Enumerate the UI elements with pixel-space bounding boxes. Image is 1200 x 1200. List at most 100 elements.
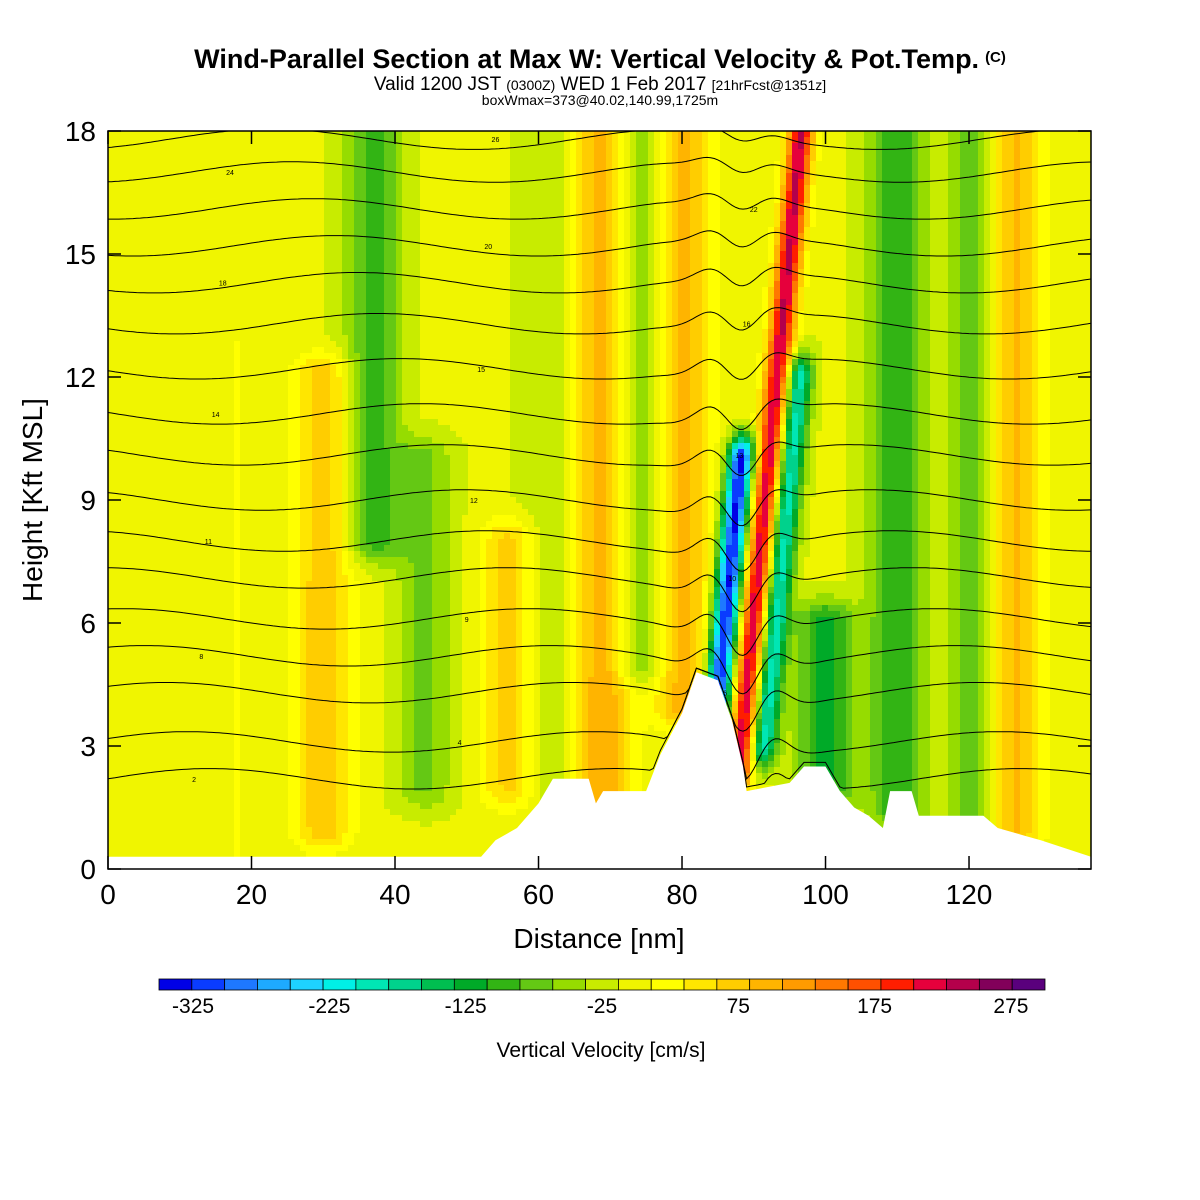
heat-cell [1038,209,1045,216]
heat-cell [258,257,265,264]
heat-cell [948,149,955,156]
heat-cell [534,269,541,276]
heat-cell [876,161,883,168]
heat-cell [810,137,817,144]
heat-cell [156,251,163,258]
heat-cell [750,299,757,306]
heat-cell [210,251,217,258]
heat-cell [198,179,205,186]
heat-cell [186,227,193,234]
heat-cell [432,257,439,264]
heat-cell [684,263,691,270]
heat-cell [360,131,367,138]
heat-cell [390,245,397,252]
heat-cell [600,149,607,156]
heat-cell [1002,281,1009,288]
heat-cell [978,191,985,198]
heat-cell [492,239,499,246]
heat-cell [744,131,751,138]
heat-cell [702,131,709,138]
heat-cell [1056,305,1063,312]
heat-cell [306,239,313,246]
heat-cell [984,263,991,270]
heat-cell [726,143,733,150]
heat-cell [186,257,193,264]
heat-cell [612,179,619,186]
heat-cell [1056,215,1063,222]
heat-cell [486,305,493,312]
heat-cell [840,185,847,192]
heat-cell [624,191,631,198]
heat-cell [540,257,547,264]
heat-cell [690,149,697,156]
heat-cell [366,215,373,222]
heat-cell [984,269,991,276]
heat-cell [240,167,247,174]
heat-cell [588,275,595,282]
heat-cell [138,299,145,306]
heat-cell [996,161,1003,168]
heat-cell [666,131,673,138]
heat-cell [432,293,439,300]
heat-cell [702,173,709,180]
heat-cell [654,233,661,240]
heat-cell [708,293,715,300]
heat-cell [780,239,787,246]
heat-cell [312,203,319,210]
heat-cell [1014,263,1021,270]
heat-cell [636,155,643,162]
heat-cell [900,203,907,210]
heat-cell [660,275,667,282]
heat-cell [546,299,553,306]
heat-cell [756,161,763,168]
heat-cell [810,221,817,228]
heat-cell [300,197,307,204]
heat-cell [258,269,265,276]
heat-cell [210,293,217,300]
heat-cell [834,287,841,294]
heat-cell [936,185,943,192]
heat-cell [618,179,625,186]
heat-cell [234,167,241,174]
heat-cell [498,221,505,228]
heat-cell [546,221,553,228]
heat-cell [360,239,367,246]
heat-cell [408,137,415,144]
heat-cell [906,203,913,210]
heat-cell [624,185,631,192]
heat-cell [270,209,277,216]
heat-cell [570,305,577,312]
heat-cell [642,167,649,174]
heat-cell [210,281,217,288]
heat-cell [198,233,205,240]
heat-cell [792,245,799,252]
heat-cell [846,167,853,174]
heat-cell [612,305,619,312]
heat-cell [144,215,151,222]
heat-cell [546,131,553,138]
heat-cell [300,209,307,216]
heat-cell [534,227,541,234]
heat-cell [864,131,871,138]
heat-cell [282,167,289,174]
heat-cell [192,203,199,210]
heat-cell [114,137,121,144]
heat-cell [270,245,277,252]
heat-cell [930,299,937,306]
heat-cell [354,203,361,210]
heat-cell [408,143,415,150]
heat-cell [516,197,523,204]
heat-cell [246,305,253,312]
heat-cell [168,275,175,282]
heat-cell [432,215,439,222]
heat-cell [780,209,787,216]
heat-cell [354,287,361,294]
heat-cell [654,275,661,282]
heat-cell [168,191,175,198]
heat-cell [444,215,451,222]
heat-cell [264,203,271,210]
heat-cell [684,215,691,222]
heat-cell [444,305,451,312]
heat-cell [870,203,877,210]
heat-cell [792,209,799,216]
